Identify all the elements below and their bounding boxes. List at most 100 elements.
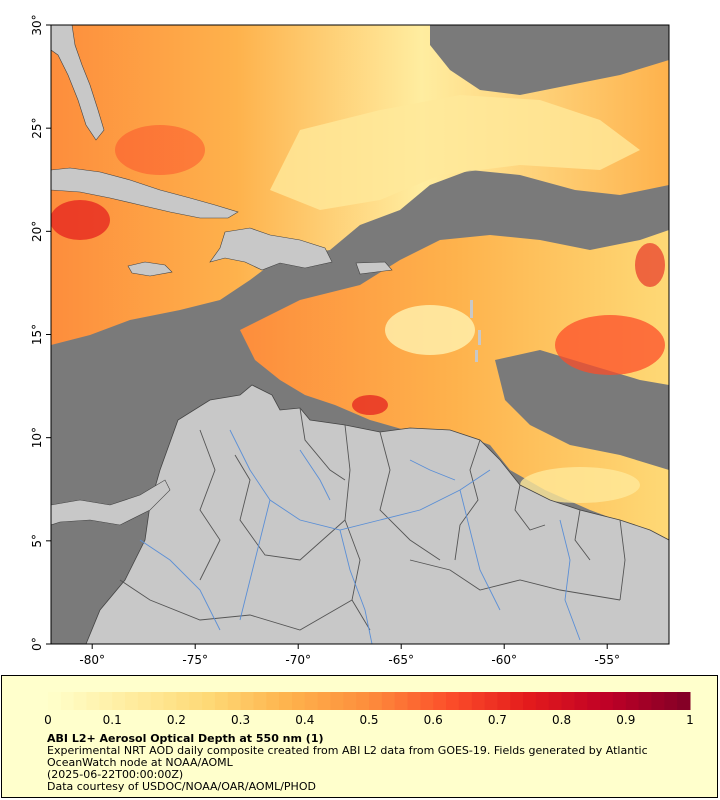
colorbar-tick-label: 0.5 xyxy=(359,713,378,727)
colorbar: 0 0.1 0.2 0.3 0.4 0.5 0.6 0.7 0.8 0.9 1 xyxy=(44,692,694,727)
colorbar-tick-label: 0.6 xyxy=(424,713,443,727)
colorbar-cell xyxy=(638,692,652,710)
legend-title: ABI L2+ Aerosol Optical Depth at 550 nm … xyxy=(47,732,324,745)
colorbar-cell xyxy=(458,692,473,710)
colorbar-tick-label: 0.3 xyxy=(231,713,250,727)
y-axis-ticks: 0° 5° 10° 15° 20° 25° 30° xyxy=(30,14,51,651)
colorbar-tick-label: 1 xyxy=(686,713,694,727)
land-lesser-antilles xyxy=(470,300,481,362)
x-tick-label: -75° xyxy=(182,653,208,667)
colorbar-cell xyxy=(471,692,486,710)
colorbar-cell xyxy=(510,692,524,710)
colorbar-cell xyxy=(330,692,344,710)
colorbar-cell xyxy=(587,692,601,710)
colorbar-cell xyxy=(420,692,434,710)
colorbar-cell xyxy=(48,692,62,710)
aod-map: -80° -75° -70° -65° -60° -55° 0° 5° 10° 15° 20° 25… xyxy=(30,14,670,667)
no-data-patch xyxy=(430,25,669,95)
land-jamaica xyxy=(127,261,173,277)
colorbar-cell xyxy=(343,692,357,710)
aod-light-patch xyxy=(520,467,640,503)
colorbar-cell xyxy=(112,692,126,710)
colorbar-cell xyxy=(227,692,242,710)
colorbar-cell xyxy=(86,692,100,710)
aod-high-patch xyxy=(352,395,388,415)
legend-text: ABI L2+ Aerosol Optical Depth at 550 nm … xyxy=(47,733,687,793)
colorbar-cell xyxy=(677,692,691,710)
colorbar-cell xyxy=(240,692,254,710)
colorbar-cell xyxy=(548,692,563,710)
colorbar-cell xyxy=(317,692,331,710)
x-tick-label: -60° xyxy=(491,653,517,667)
colorbar-cell xyxy=(304,692,319,710)
colorbar-cell xyxy=(664,692,678,710)
colorbar-cell xyxy=(279,692,293,710)
colorbar-tick-label: 0.8 xyxy=(552,713,571,727)
legend-credits: Data courtesy of USDOC/NOAA/OAR/AOML/PHO… xyxy=(47,780,316,793)
x-tick-label: -70° xyxy=(285,653,311,667)
colorbar-cell xyxy=(73,692,88,710)
colorbar-tick-label: 0.9 xyxy=(616,713,635,727)
colorbar-cell xyxy=(433,692,447,710)
legend-description: Experimental NRT AOD daily composite cre… xyxy=(47,744,648,769)
colorbar-cell xyxy=(523,692,537,710)
colorbar-cell xyxy=(163,692,177,710)
colorbar-tick-label: 0.1 xyxy=(103,713,122,727)
land-south-america xyxy=(85,384,669,644)
colorbar-cell xyxy=(484,692,498,710)
aod-plume-light xyxy=(270,95,640,210)
land-hispaniola xyxy=(209,227,333,271)
aod-high-patch xyxy=(51,200,110,240)
aod-high-patch xyxy=(555,315,665,375)
colorbar-cell xyxy=(535,692,550,710)
colorbar-cell xyxy=(291,692,306,710)
colorbar-cell xyxy=(394,692,409,710)
colorbar-cell xyxy=(356,692,370,710)
colorbar-cell xyxy=(651,692,665,710)
rivers xyxy=(139,429,581,644)
aod-high-patch xyxy=(115,125,205,175)
colorbar-cell xyxy=(266,692,280,710)
colorbar-cell xyxy=(137,692,152,710)
colorbar-cell xyxy=(574,692,588,710)
colorbar-tick-label: 0.7 xyxy=(488,713,507,727)
colorbar-cell xyxy=(99,692,113,710)
colorbar-tick-label: 0 xyxy=(44,713,52,727)
y-tick-label: 20° xyxy=(30,221,44,242)
x-tick-label: -65° xyxy=(388,653,414,667)
colorbar-cell xyxy=(600,692,614,710)
colorbar-cell xyxy=(214,692,229,710)
colorbar-cell xyxy=(369,692,383,710)
y-tick-label: 30° xyxy=(30,14,44,35)
colorbar-cell xyxy=(497,692,511,710)
colorbar-tick-label: 0.4 xyxy=(295,713,314,727)
y-tick-label: 0° xyxy=(30,637,44,651)
colorbar-cell xyxy=(189,692,203,710)
land-panama xyxy=(51,479,171,526)
colorbar-cell xyxy=(612,692,627,710)
aod-light-patch xyxy=(385,305,475,355)
colorbar-cells xyxy=(48,692,691,710)
x-axis-ticks: -80° -75° -70° -65° -60° -55° xyxy=(79,644,620,667)
y-tick-label: 15° xyxy=(30,324,44,345)
land-puerto-rico xyxy=(355,261,393,275)
x-tick-label: -80° xyxy=(79,653,105,667)
legend-panel: 0 0.1 0.2 0.3 0.4 0.5 0.6 0.7 0.8 0.9 1 xyxy=(1,675,718,798)
legend-date: (2025-06-22T00:00:00Z) xyxy=(47,768,184,781)
colorbar-cell xyxy=(150,692,165,710)
colorbar-cell xyxy=(446,692,460,710)
no-data-gap xyxy=(495,350,669,470)
x-tick-label: -55° xyxy=(594,653,620,667)
colorbar-cell xyxy=(381,692,396,710)
land-cuba xyxy=(51,167,239,219)
country-borders xyxy=(119,407,626,631)
colorbar-cell xyxy=(253,692,267,710)
colorbar-cell xyxy=(561,692,575,710)
y-tick-label: 10° xyxy=(30,427,44,448)
land-florida xyxy=(51,25,105,141)
y-tick-label: 5° xyxy=(30,534,44,548)
aod-field-east xyxy=(240,230,669,540)
y-tick-label: 25° xyxy=(30,118,44,139)
colorbar-cell xyxy=(125,692,139,710)
colorbar-cell xyxy=(60,692,75,710)
